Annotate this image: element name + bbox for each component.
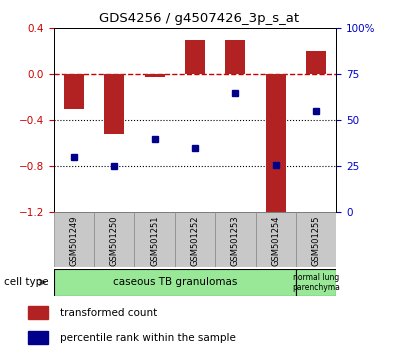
Bar <box>185 40 205 74</box>
Text: GSM501255: GSM501255 <box>312 215 321 266</box>
Bar <box>54 212 94 267</box>
Text: caseous TB granulomas: caseous TB granulomas <box>113 277 237 287</box>
Text: percentile rank within the sample: percentile rank within the sample <box>60 332 236 343</box>
Bar <box>28 331 48 344</box>
Bar <box>104 74 124 134</box>
Bar <box>175 212 215 267</box>
Text: normal lung
parenchyma: normal lung parenchyma <box>292 273 340 292</box>
Text: cell type: cell type <box>4 277 49 287</box>
Bar <box>306 51 326 74</box>
Text: GSM501249: GSM501249 <box>69 215 78 266</box>
Text: GSM501254: GSM501254 <box>271 215 280 266</box>
Bar <box>54 269 296 296</box>
Bar <box>256 212 296 267</box>
Bar <box>64 74 84 109</box>
Bar <box>135 212 175 267</box>
Bar <box>225 40 246 74</box>
Bar <box>94 212 135 267</box>
Text: GSM501251: GSM501251 <box>150 215 159 266</box>
Bar <box>28 307 48 319</box>
Bar <box>144 74 165 77</box>
Text: GDS4256 / g4507426_3p_s_at: GDS4256 / g4507426_3p_s_at <box>99 12 299 25</box>
Text: transformed count: transformed count <box>60 308 157 318</box>
Text: GSM501250: GSM501250 <box>110 215 119 266</box>
Text: GSM501253: GSM501253 <box>231 215 240 266</box>
Text: GSM501252: GSM501252 <box>191 215 199 266</box>
Bar <box>296 269 336 296</box>
Bar <box>215 212 256 267</box>
Bar <box>265 74 286 215</box>
Bar <box>296 212 336 267</box>
